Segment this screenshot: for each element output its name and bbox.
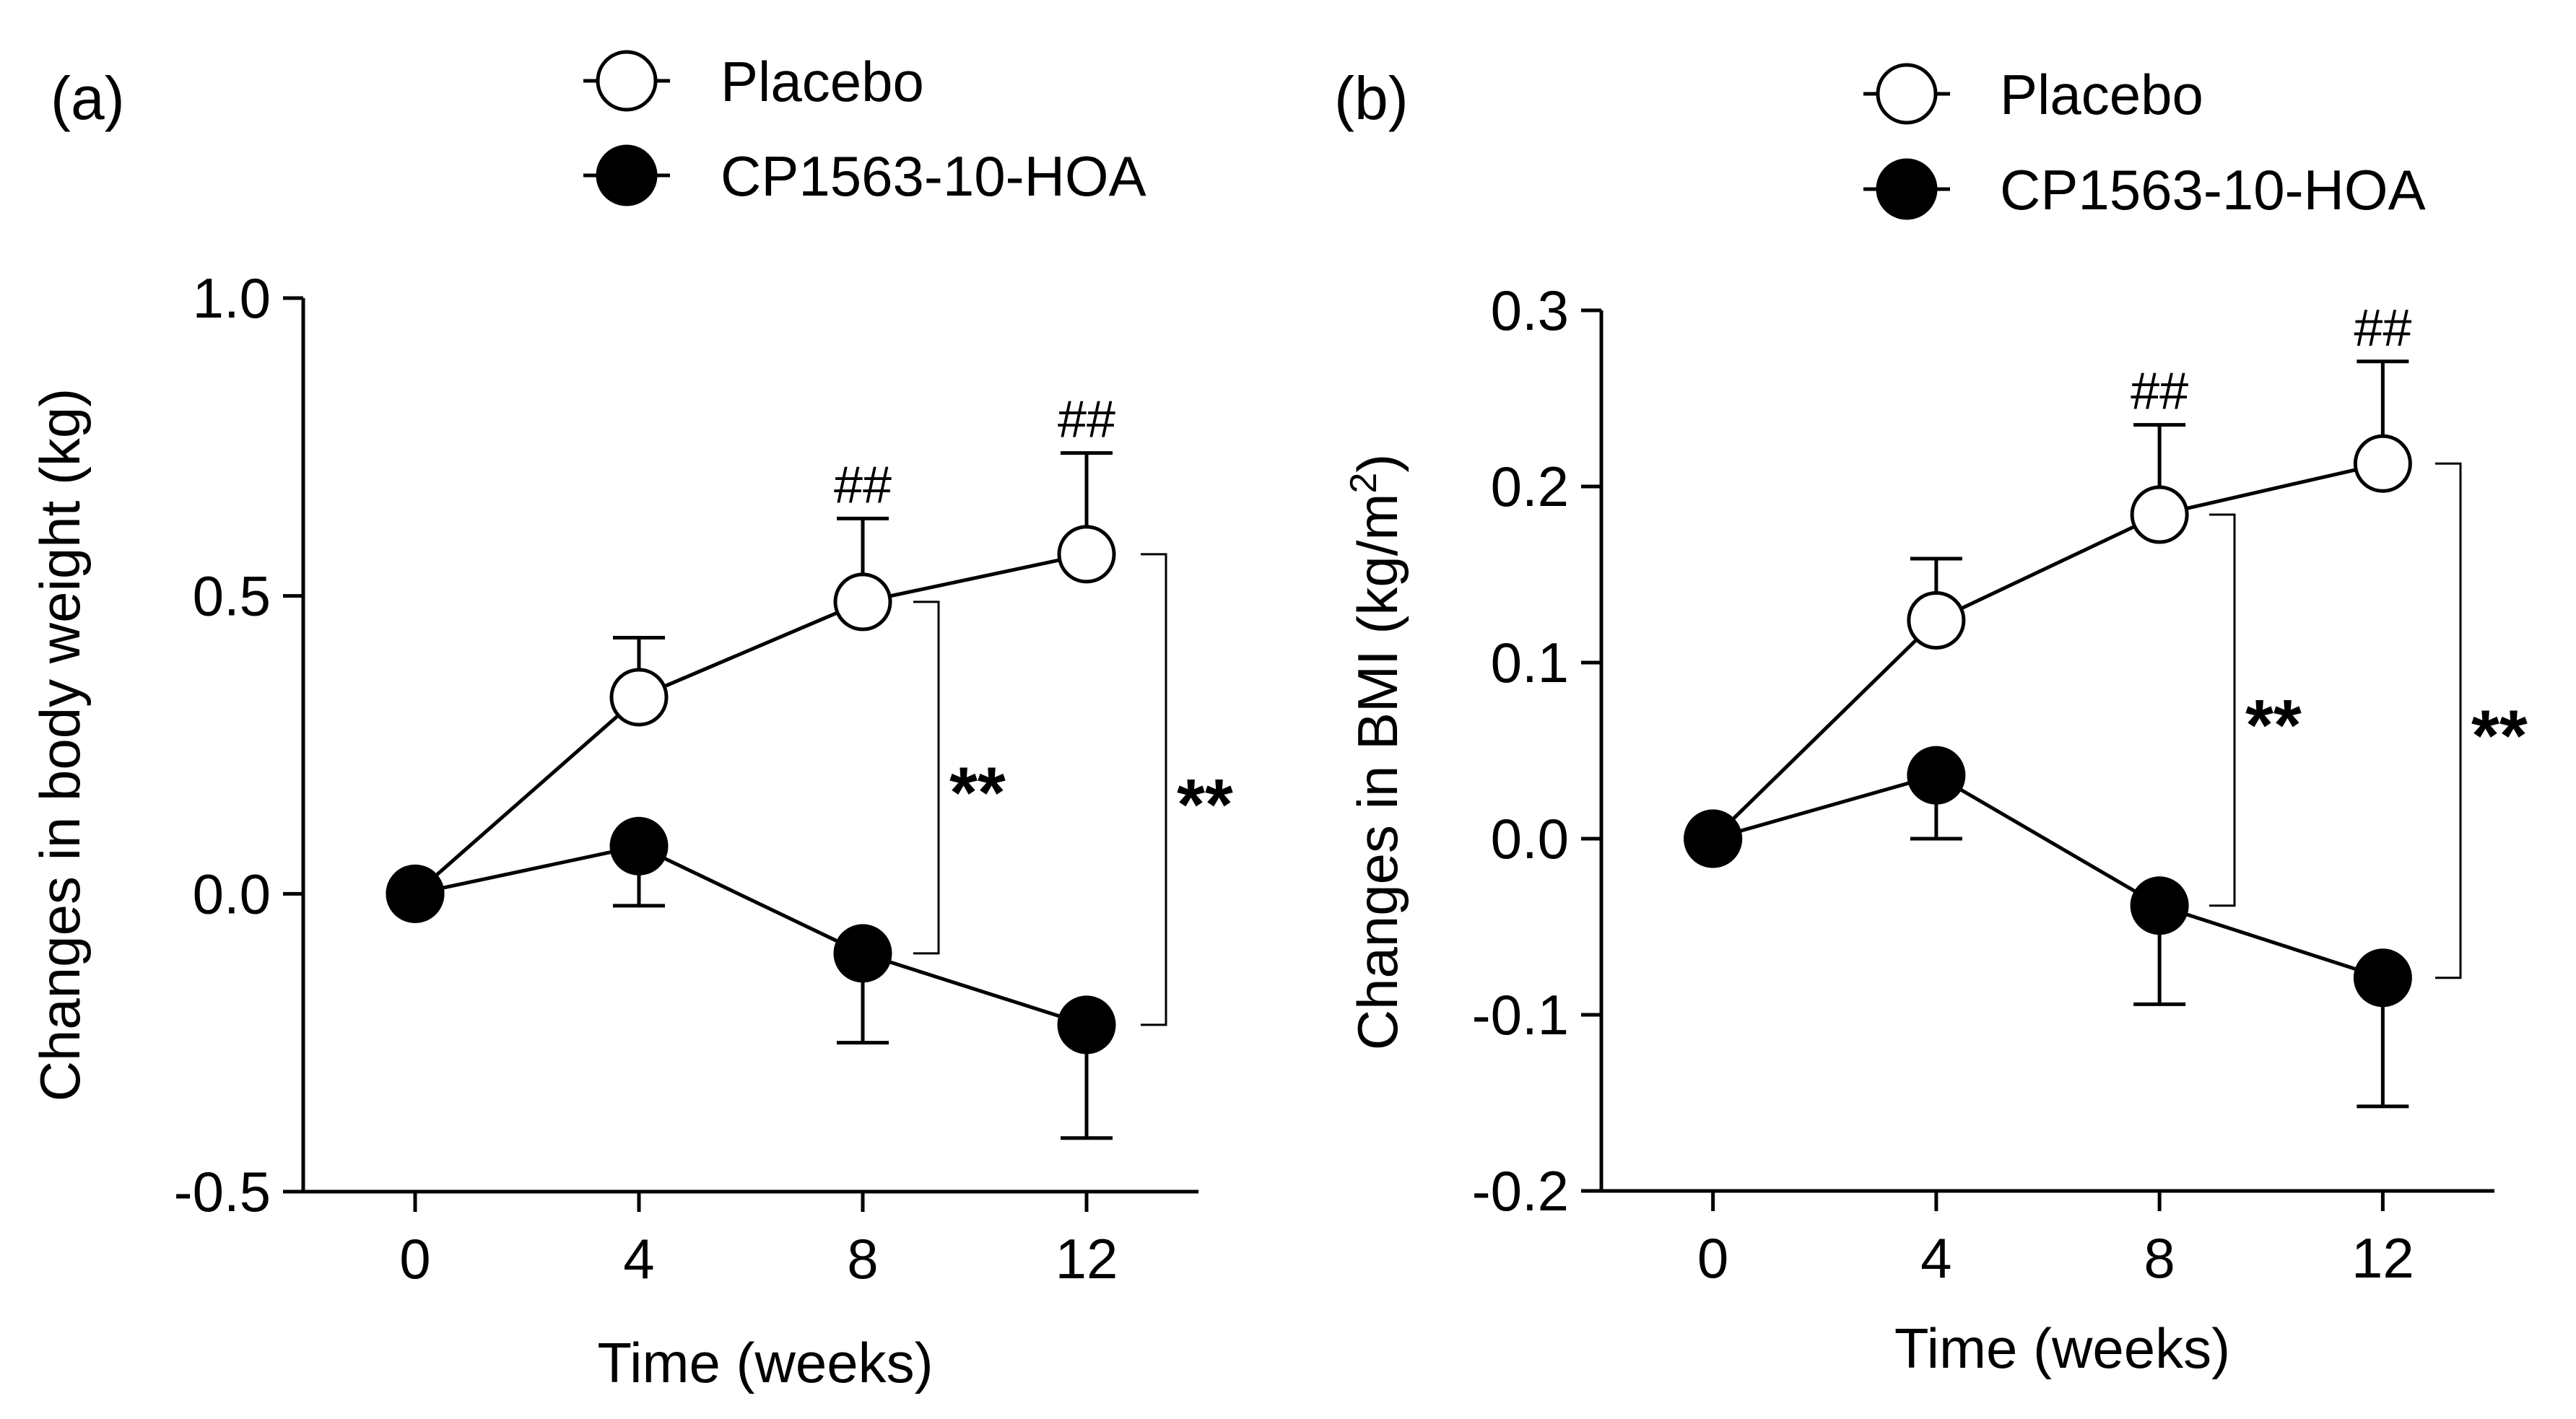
significance-hash: ## (1058, 391, 1115, 449)
significance-stars: ** (2245, 685, 2302, 766)
significance-bracket (1141, 553, 1167, 1026)
y-tick-label: -0.2 (1472, 1159, 1569, 1223)
placebo-point (833, 572, 892, 632)
legend-marker (1876, 63, 1938, 125)
y-tick-label: 0.2 (1491, 455, 1569, 518)
x-tick-label: 12 (2351, 1226, 2414, 1290)
significance-hash: ## (2131, 363, 2188, 421)
placebo-point (1057, 525, 1116, 584)
y-axis-title-superscript: 2 (1343, 473, 1385, 494)
x-axis-title: Time (weeks) (1894, 1317, 2230, 1380)
significance-stars: ** (1177, 764, 1233, 845)
placebo-point (2130, 485, 2189, 544)
significance-hash: ## (834, 456, 892, 514)
placebo-point (2353, 434, 2412, 493)
x-tick-label: 12 (1056, 1227, 1118, 1291)
legend-marker (596, 144, 658, 206)
significance-stars: ** (2471, 696, 2528, 777)
legend-label: CP1563-10-HOA (2000, 158, 2426, 222)
legend-label: Placebo (2000, 63, 2203, 126)
significance-bracket (913, 601, 940, 955)
y-tick-label: 0.0 (193, 862, 271, 925)
y-tick-label: 0.5 (193, 564, 271, 628)
treatment-point (1057, 995, 1116, 1055)
legend-label: CP1563-10-HOA (721, 144, 1146, 208)
x-tick-label: 8 (2144, 1226, 2175, 1290)
treatment-point (386, 864, 445, 923)
x-tick-label: 0 (399, 1227, 430, 1291)
panel-label: (a) (51, 64, 125, 132)
significance-hash: ## (2354, 300, 2411, 357)
x-tick-label: 0 (1697, 1226, 1728, 1290)
treatment-point (833, 924, 892, 983)
significance-stars: ** (949, 752, 1006, 833)
x-tick-label: 4 (623, 1227, 654, 1291)
placebo-point (1907, 590, 1966, 650)
y-tick-label: -0.5 (174, 1160, 271, 1223)
x-axis-title: Time (weeks) (597, 1331, 933, 1394)
treatment-point (1684, 809, 1743, 868)
y-tick-label: 0.0 (1491, 807, 1569, 870)
legend-marker (1876, 158, 1938, 220)
y-axis-title-main: Changes in BMI (kg/m (1346, 494, 1409, 1051)
panel-b: (b) Placebo CP1563-10-HOA -0.2 -0.1 0.0 0.1 0.2… (1334, 63, 2528, 1380)
significance-bracket (2209, 513, 2236, 907)
y-tick-label: 0.3 (1491, 279, 1569, 342)
panel-label: (b) (1334, 64, 1409, 132)
series-line-placebo (414, 552, 1087, 896)
treatment-point (2353, 948, 2412, 1008)
y-axis-title: Changes in body weight (kg) (28, 388, 92, 1102)
series-line-treatment (414, 844, 1087, 1027)
treatment-point (1907, 746, 1966, 805)
x-tick-label: 4 (1920, 1226, 1951, 1290)
treatment-point (609, 816, 669, 876)
y-tick-label: 0.1 (1491, 631, 1569, 694)
series-line-treatment (1712, 773, 2384, 980)
significance-bracket (2435, 462, 2462, 979)
treatment-point (2130, 876, 2189, 935)
y-tick-label: 1.0 (193, 266, 271, 330)
legend-marker (596, 50, 658, 112)
y-axis-title: Changes in BMI (kg/m2) (1343, 454, 1409, 1051)
legend-label: Placebo (721, 50, 924, 113)
placebo-point (609, 668, 669, 727)
y-axis-title-tail: ) (1346, 454, 1409, 473)
panel-a: (a) Placebo CP1563-10-HOA -0.5 0.0 0.5 1.0 0 4 8 1… (28, 50, 1233, 1394)
series-line-placebo (1711, 461, 2383, 840)
x-tick-label: 8 (847, 1227, 878, 1291)
y-tick-label: -0.1 (1472, 983, 1569, 1047)
y-axis-title-main: Changes in body weight (kg) (28, 388, 92, 1102)
